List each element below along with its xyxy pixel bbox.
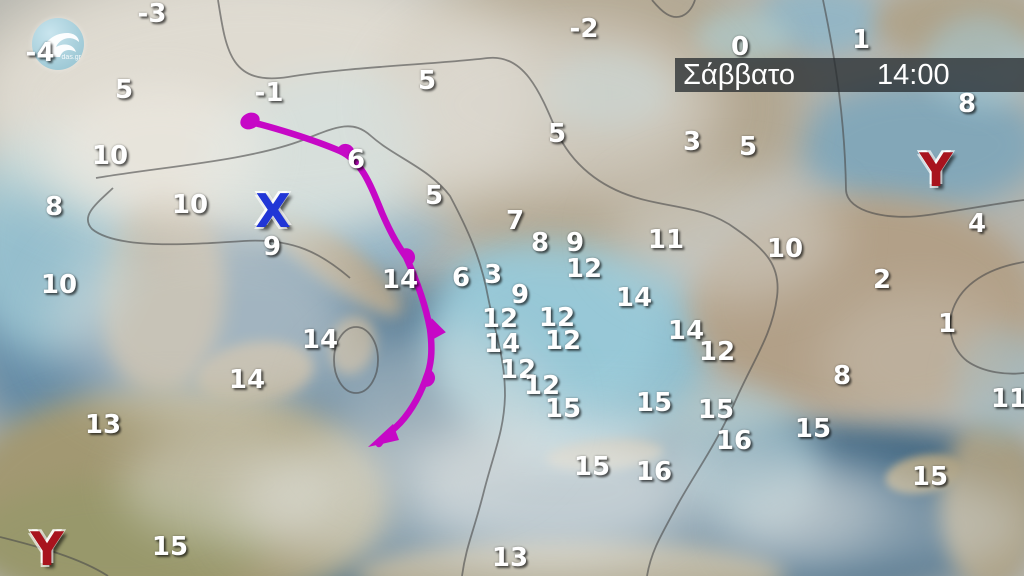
temperature-label: 12 — [499, 355, 537, 385]
temperature-label: 7 — [505, 206, 525, 236]
wave-icon — [41, 33, 79, 57]
temperature-label: 10 — [40, 270, 78, 300]
temperature-label: 14 — [228, 365, 266, 395]
temperature-label: 8 — [530, 228, 550, 258]
temperature-label: 13 — [491, 543, 529, 573]
temperature-label: 16 — [715, 426, 753, 456]
temperature-label: 10 — [171, 190, 209, 220]
temperature-label: 14 — [667, 316, 705, 346]
temperature-label: 15 — [697, 395, 735, 425]
map-texture-blob — [730, 470, 1024, 576]
temperature-label: 11 — [647, 225, 685, 255]
temperature-label: 10 — [766, 234, 804, 264]
temperature-label: 12 — [481, 304, 519, 334]
temperature-label: 8 — [957, 89, 977, 119]
temperature-label: 15 — [151, 532, 189, 562]
day-label: Σάββατο — [683, 59, 795, 91]
temperature-label: 15 — [573, 452, 611, 482]
temperature-label: -4 — [25, 38, 55, 68]
temperature-label: 1 — [851, 25, 871, 55]
temperature-label: 15 — [635, 388, 673, 418]
temperature-label: 12 — [538, 303, 576, 333]
temperature-label: 4 — [967, 209, 987, 239]
high-pressure-marker: Y — [30, 522, 64, 576]
map-texture-blob — [940, 420, 1024, 576]
temperature-label: 1 — [937, 309, 957, 339]
temperature-label: 15 — [794, 414, 832, 444]
temperature-label: 2 — [872, 265, 892, 295]
logo-text: das.gr — [61, 54, 81, 61]
temperature-label: 5 — [738, 132, 758, 162]
temperature-label: 12 — [544, 326, 582, 356]
temperature-label: 8 — [44, 192, 64, 222]
temperature-label: 6 — [346, 145, 366, 175]
temperature-label: -1 — [254, 78, 284, 108]
high-pressure-marker: Y — [919, 143, 953, 197]
temperature-label: 3 — [682, 127, 702, 157]
temperature-label: 16 — [635, 457, 673, 487]
temperature-label: 12 — [523, 371, 561, 401]
temperature-label: 10 — [91, 141, 129, 171]
temperature-label: 15 — [544, 394, 582, 424]
temperature-label: 5 — [114, 75, 134, 105]
temperature-label: 5 — [547, 119, 567, 149]
temperature-label: 6 — [451, 263, 471, 293]
day-time-bar: Σάββατο 14:00 — [675, 58, 1024, 92]
temperature-label: 12 — [565, 254, 603, 284]
temperature-label: 5 — [417, 66, 437, 96]
station-logo: das.gr — [32, 18, 84, 70]
time-label: 14:00 — [877, 59, 950, 91]
temperature-label: 14 — [381, 265, 419, 295]
temperature-label: 9 — [565, 228, 585, 258]
temperature-label: -2 — [569, 14, 599, 44]
temperature-label: 13 — [84, 410, 122, 440]
temperature-label: 9 — [262, 232, 282, 262]
temperature-label: 14 — [615, 283, 653, 313]
temperature-label: 8 — [832, 361, 852, 391]
temperature-label: 5 — [424, 181, 444, 211]
temperature-label: 11 — [990, 384, 1024, 414]
low-pressure-marker: X — [255, 184, 291, 238]
temperature-label: 12 — [698, 337, 736, 367]
temperature-label: 14 — [483, 329, 521, 359]
temperature-label: 9 — [510, 280, 530, 310]
temperature-label: 3 — [483, 260, 503, 290]
temperature-label: 0 — [730, 32, 750, 62]
temperature-label: -3 — [137, 0, 167, 29]
temperature-label: 14 — [301, 325, 339, 355]
temperature-label: 15 — [911, 462, 949, 492]
